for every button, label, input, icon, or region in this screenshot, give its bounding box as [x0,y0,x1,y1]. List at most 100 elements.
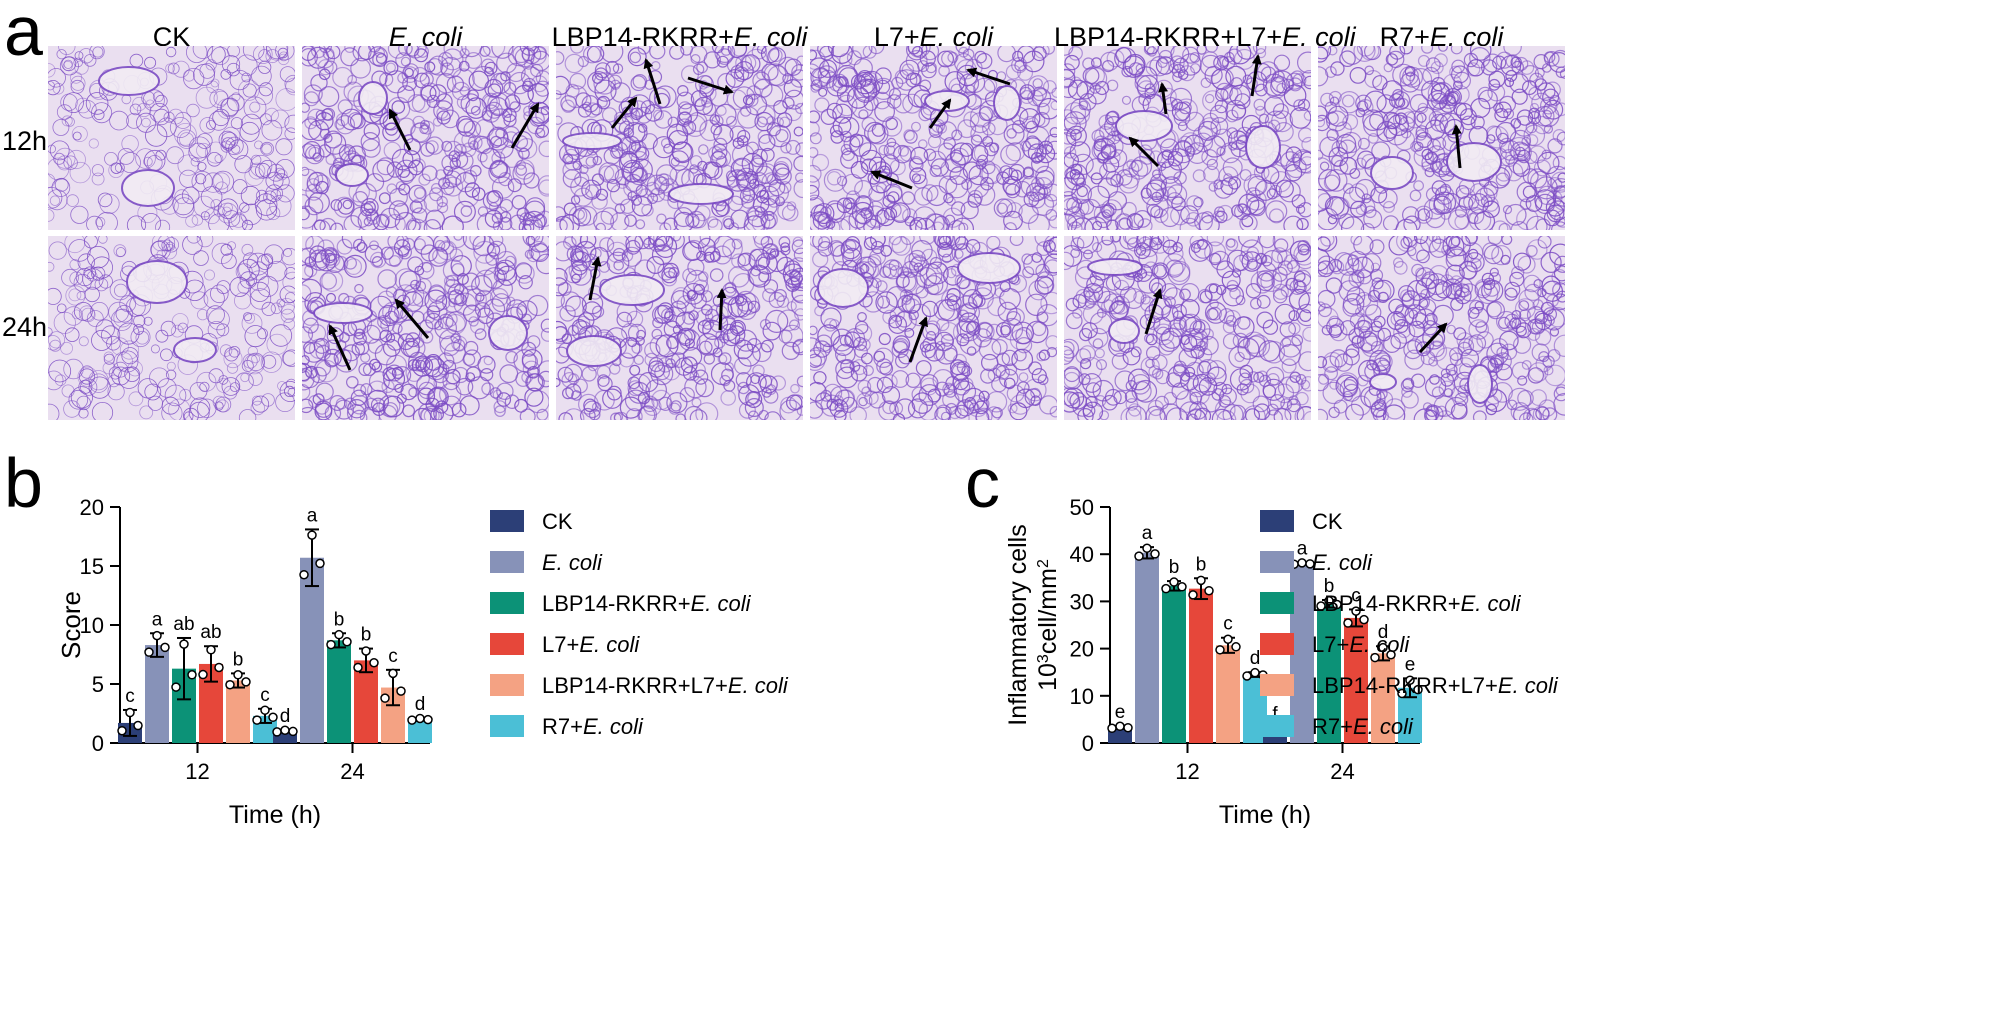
alveolus-mark [675,118,694,137]
alveolus-mark [907,46,931,58]
alveolus-mark [1366,359,1378,371]
alveolus-mark [304,263,318,278]
alveolus-mark [1395,97,1406,108]
alveolus-mark [1144,83,1156,94]
alveolus-mark [1295,204,1306,214]
alveolus-mark [121,347,139,365]
alveolus-mark [785,277,801,292]
alveolus-mark [270,302,283,315]
alveolus-mark [1214,399,1236,420]
alveolus-mark [1172,71,1183,83]
alveolus-mark [991,406,1003,419]
alveolus-mark [454,284,465,295]
alveolus-mark [1449,352,1464,366]
alveolus-mark [834,343,856,365]
alveolus-mark [986,406,1002,420]
alveolus-mark [1342,383,1361,402]
alveolus-mark [664,306,686,328]
alveolus-mark [599,165,615,181]
data-point [179,639,189,649]
alveolus-mark [386,161,404,178]
alveolus-mark [1246,334,1271,358]
alveolus-mark [766,248,777,259]
alveolus-mark [1245,283,1262,299]
alveolus-mark [678,103,699,124]
alveolus-mark [133,324,144,335]
alveolus-mark [527,236,549,253]
alveolus-mark [556,267,568,286]
alveolus-mark [1101,204,1115,218]
alveolus-mark [1064,349,1075,362]
alveolus-mark [1151,236,1165,246]
alveolus-mark [728,222,739,230]
alveolus-mark [315,111,334,131]
alveolus-mark [202,172,224,193]
alveolus-mark [1027,143,1047,163]
alveolus-mark [1364,326,1385,347]
alveolus-mark [956,333,970,347]
alveolus-mark [734,357,752,375]
alveolus-mark [849,361,861,372]
alveolus-mark [863,95,879,111]
alveolus-mark [1192,169,1206,183]
alveolus-mark [1253,98,1266,111]
alveolus-mark [708,145,723,161]
alveolus-mark [888,236,908,254]
alveolus-mark [1556,131,1565,146]
alveolus-mark [68,239,91,262]
alveolus-mark [350,389,368,406]
alveolus-mark [360,352,371,363]
alveolus-mark [229,382,240,393]
alveolus-mark [1192,125,1214,148]
alveolus-mark [512,162,535,185]
alveolus-mark [695,378,715,398]
data-point [1188,590,1198,600]
alveolus-mark [1559,68,1565,79]
alveolus-mark [1114,213,1133,230]
alveolus-mark [48,261,55,272]
alveolus-mark [569,72,587,90]
alveolus-mark [682,282,705,305]
alveolus-mark [456,95,471,110]
alveolus-mark [1151,262,1170,280]
alveolus-mark [1328,406,1340,419]
alveolus-mark [524,387,544,407]
alveolus-mark [143,156,153,167]
alveolus-mark [69,161,92,184]
alveolus-mark [1179,288,1191,301]
alveolus-mark [387,46,408,59]
alveolus-mark [1086,275,1104,294]
alveolus-mark [442,174,457,189]
y-tick-label: 5 [92,672,104,697]
alveolus-mark [1357,374,1369,387]
data-point [307,530,317,540]
tissue-texture [810,46,1057,230]
alveolus-mark [1322,381,1345,405]
alveolus-mark [534,80,549,97]
alveolus-mark [145,124,168,147]
alveolus-mark [740,105,752,117]
alveolus-mark [1399,46,1413,55]
alveolus-mark [1433,53,1448,68]
alveolus-mark [1536,82,1556,101]
alveolus-mark [1070,104,1091,125]
y-tick-label: 0 [1082,731,1094,756]
alveolus-mark [698,271,709,282]
alveolus-mark [1495,121,1517,143]
alveolus-mark [48,331,66,349]
alveolus-mark [817,217,841,230]
alveolus-mark [188,401,210,420]
alveolus-mark [670,400,682,412]
alveolus-mark [275,138,293,156]
alveolus-mark [996,322,1012,338]
alveolus-mark [486,189,504,207]
alveolus-mark [407,218,428,230]
alveolus-mark [1228,176,1242,190]
alveolus-mark [1383,125,1397,139]
alveolus-mark [1552,155,1565,171]
alveolus-mark [1196,46,1207,55]
alveolus-mark [368,46,381,53]
alveolus-mark [1482,200,1500,218]
alveolus-mark [953,249,964,259]
alveolus-mark [1269,208,1285,224]
